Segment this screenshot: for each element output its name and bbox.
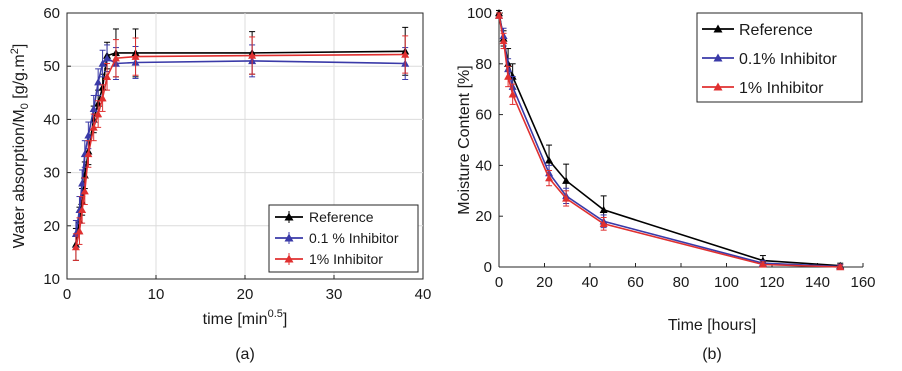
tick-label-a-x-4: 40 <box>415 286 432 303</box>
tick-label-a-y-1: 20 <box>43 218 60 235</box>
legend-b-marker-reference <box>713 24 723 33</box>
point-b-2-8 <box>836 263 845 271</box>
point-a-1-7 <box>98 59 107 67</box>
point-b-2-2 <box>504 72 513 80</box>
point-b-2-3 <box>508 90 517 98</box>
chart-b: 0 20 40 60 80 100 120 140 160 0 20 40 60 80 100 Moistu… <box>456 5 876 363</box>
legend-a-label-inhib01: 0.1 % Inhibitor <box>309 230 399 246</box>
point-b-2-7 <box>758 260 767 268</box>
point-a-2-6 <box>94 110 103 118</box>
point-b-0-4 <box>545 156 554 164</box>
point-a-2-8 <box>103 72 112 81</box>
chart-a-xlabel: time [min0.5] <box>203 308 288 328</box>
point-a-2-2 <box>78 205 87 214</box>
chart-a-series <box>71 26 410 261</box>
chart-a-grid <box>67 13 423 279</box>
point-b-2-1 <box>499 36 508 45</box>
tick-label-a-y-5: 60 <box>43 5 60 22</box>
tick-label-b-x-7: 140 <box>805 274 830 291</box>
point-a-1-2 <box>78 179 87 187</box>
legend-b-label-inhib01: 0.1% Inhibitor <box>739 51 838 68</box>
point-a-2-5 <box>89 123 98 131</box>
chart-b-ticks: 0 20 40 60 80 100 120 140 160 0 20 40 60 80 100 <box>467 5 876 291</box>
tick-label-b-y-2: 40 <box>475 157 492 174</box>
chart-b-ylabel: Moisture Content [%] <box>456 65 473 214</box>
point-a-1-4 <box>84 131 93 139</box>
chart-a-ylabel: Water absorption/M0 [g/g.m2] <box>9 44 31 249</box>
point-a-2-9 <box>111 54 120 62</box>
tick-label-a-y-0: 10 <box>43 271 60 288</box>
point-a-2-12 <box>401 50 410 58</box>
tick-label-b-x-0: 0 <box>495 274 503 291</box>
tick-label-b-y-0: 0 <box>484 259 492 276</box>
point-a-2-1 <box>75 227 84 235</box>
chart-b-xlabel: Time [hours] <box>668 317 756 334</box>
chart-b-series <box>495 9 845 271</box>
chart-a-legend: Reference 0.1 % Inhibitor 1% Inhibitor <box>268 204 419 273</box>
legend-b-marker-inhib1 <box>713 82 723 91</box>
point-b-2-6 <box>599 219 608 228</box>
chart-b-legend: Reference 0.1% Inhibitor 1% Inhibitor <box>696 12 863 103</box>
point-a-2-7 <box>98 94 107 102</box>
tick-label-b-x-1: 20 <box>536 274 553 291</box>
tick-label-b-x-3: 60 <box>627 274 644 291</box>
tick-label-b-y-1: 20 <box>475 208 492 225</box>
point-b-2-5 <box>562 194 571 202</box>
chart-a-caption: (a) <box>235 346 255 363</box>
point-a-2-0 <box>71 243 80 251</box>
legend-a-label-inhib1: 1% Inhibitor <box>309 251 383 267</box>
legend-a-label-reference: Reference <box>309 209 374 225</box>
tick-label-b-y-5: 100 <box>467 5 492 22</box>
tick-label-b-x-4: 80 <box>673 274 690 291</box>
point-a-2-3 <box>80 187 89 195</box>
tick-label-a-y-2: 30 <box>43 165 60 182</box>
tick-label-b-y-4: 80 <box>475 56 492 73</box>
point-a-1-6 <box>94 78 103 86</box>
point-a-1-8 <box>103 54 112 62</box>
point-a-1-5 <box>89 104 98 112</box>
tick-label-a-y-4: 50 <box>43 58 60 75</box>
point-a-2-10 <box>131 52 140 60</box>
legend-b-label-reference: Reference <box>739 22 813 39</box>
tick-label-a-x-2: 20 <box>237 286 254 303</box>
tick-label-b-y-3: 60 <box>475 107 492 124</box>
point-b-0-5 <box>562 176 571 184</box>
point-b-0-6 <box>599 205 608 214</box>
tick-label-a-y-3: 40 <box>43 111 60 128</box>
legend-b-marker-inhib01 <box>713 53 723 62</box>
tick-label-b-x-6: 120 <box>759 274 784 291</box>
tick-label-b-x-5: 100 <box>714 274 739 291</box>
point-b-2-0 <box>495 11 503 19</box>
point-a-2-4 <box>84 149 93 158</box>
tick-label-b-x-2: 40 <box>582 274 599 291</box>
point-a-2-11 <box>248 51 257 59</box>
tick-label-b-x-8: 160 <box>850 274 875 291</box>
tick-label-a-x-3: 30 <box>326 286 343 303</box>
tick-label-a-x-0: 0 <box>63 286 71 303</box>
chart-b-caption: (b) <box>702 346 722 363</box>
tick-label-a-x-1: 10 <box>148 286 165 303</box>
point-b-2-4 <box>545 174 554 182</box>
legend-b-label-inhib1: 1% Inhibitor <box>739 80 824 97</box>
